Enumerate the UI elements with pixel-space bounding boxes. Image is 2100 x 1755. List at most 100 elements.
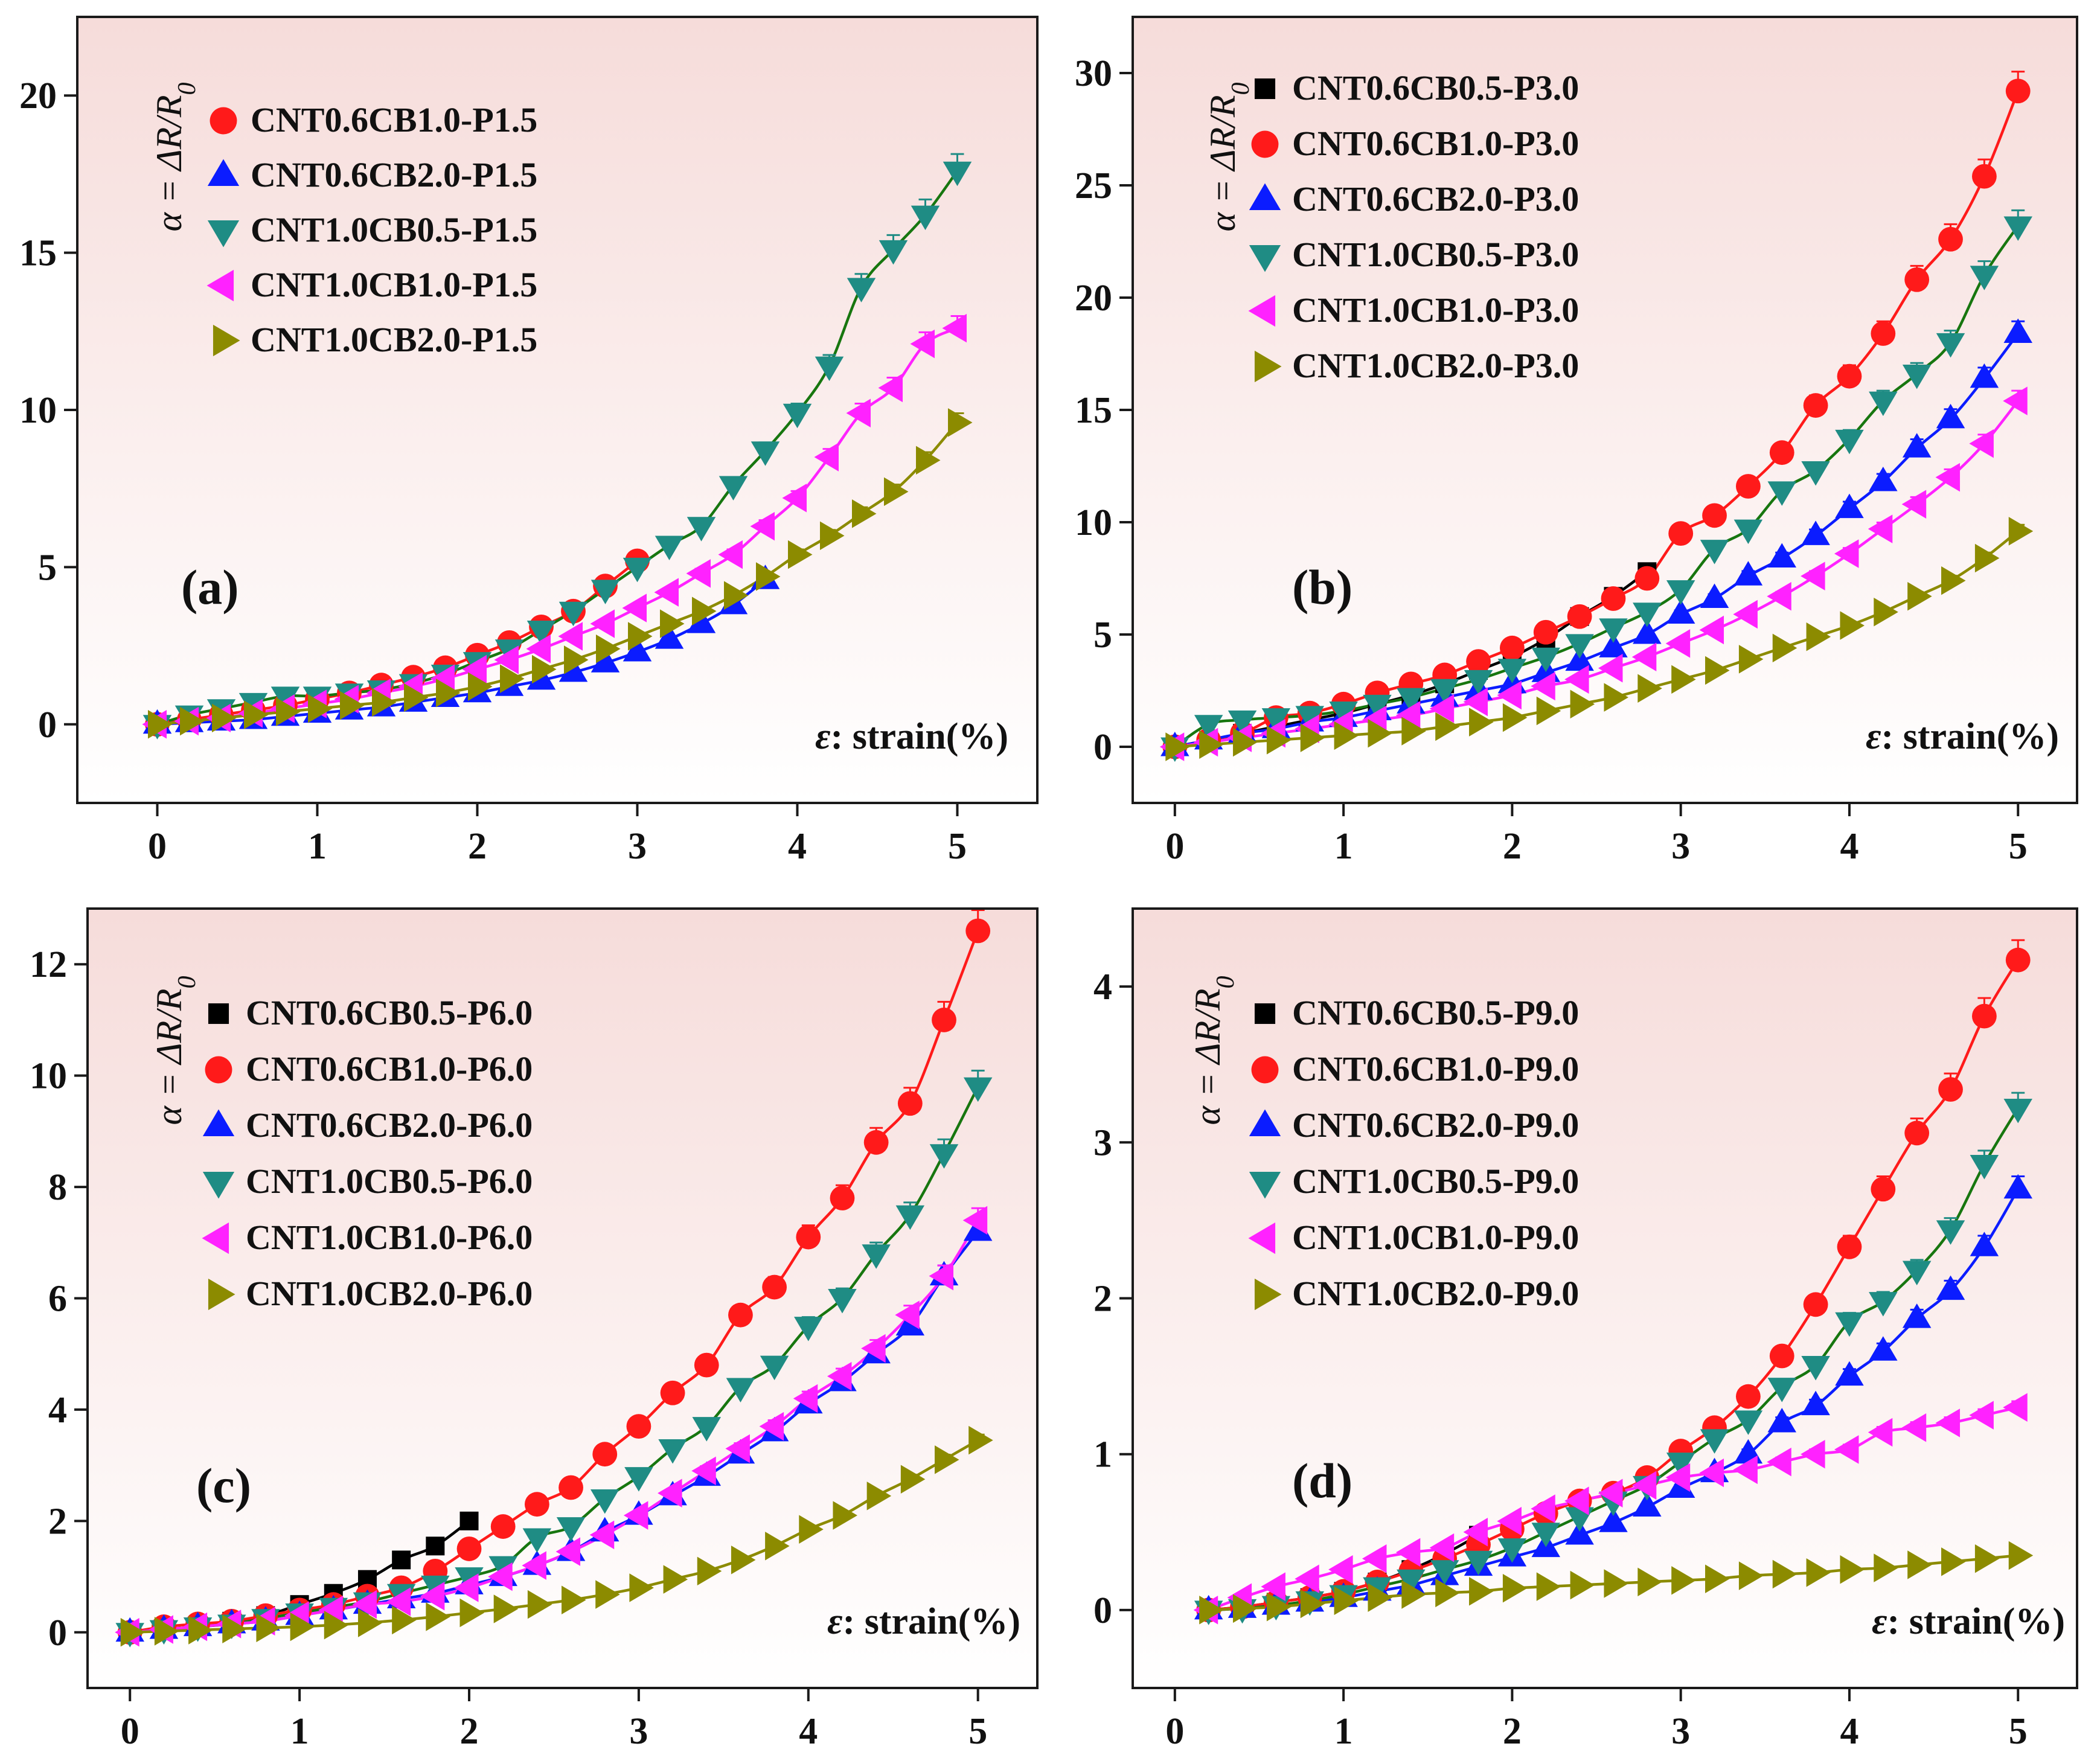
- legend-marker: [1254, 350, 1282, 383]
- legend-label: CNT1.0CB0.5-P3.0: [1292, 235, 1579, 274]
- data-point: [1329, 701, 1358, 726]
- data-point: [1837, 1234, 1862, 1259]
- data-point: [1295, 1564, 1319, 1594]
- data-point: [1599, 1507, 1628, 1532]
- legend: CNT0.6CB0.5-P6.0 CNT0.6CB1.0-P6.0 CNT0.6CB…: [202, 993, 533, 1313]
- data-point: [1300, 1589, 1325, 1619]
- data-point: [1199, 1596, 1224, 1625]
- data-point: [762, 1274, 787, 1300]
- data-point: [527, 1590, 552, 1619]
- legend-marker: [1249, 1171, 1281, 1199]
- legend-label: CNT1.0CB1.0-P9.0: [1292, 1218, 1579, 1257]
- data-point: [591, 580, 620, 604]
- legend-label: CNT1.0CB2.0-P3.0: [1292, 346, 1579, 385]
- legend-item: CNT1.0CB1.0-P6.0: [202, 1218, 533, 1257]
- data-point: [1869, 467, 1898, 491]
- data-point: [2008, 517, 2034, 546]
- data-point: [1599, 618, 1628, 643]
- data-point: [1469, 708, 1494, 737]
- data-point: [559, 1475, 583, 1500]
- data-point: [942, 313, 967, 343]
- data-point: [1767, 1378, 1796, 1402]
- data-point: [559, 601, 588, 627]
- data-point: [1806, 622, 1831, 651]
- data-point: [1604, 1569, 1628, 1598]
- data-point: [1564, 665, 1589, 694]
- data-point: [624, 1467, 653, 1492]
- legend-marker: [1248, 295, 1276, 327]
- data-point: [663, 1565, 688, 1594]
- data-point: [1801, 561, 1825, 591]
- series-3: [142, 153, 972, 740]
- data-point: [623, 1501, 648, 1530]
- data-point: [1598, 1478, 1623, 1507]
- data-point: [1801, 520, 1830, 545]
- data-point: [1733, 561, 1763, 586]
- data-point: [494, 645, 519, 674]
- legend-label: CNT1.0CB0.5-P9.0: [1292, 1162, 1579, 1201]
- data-point: [276, 697, 301, 726]
- legend-marker: [202, 1171, 235, 1199]
- data-point: [794, 1317, 823, 1341]
- data-point: [592, 1442, 618, 1467]
- data-point: [765, 1532, 790, 1561]
- x-tick-label: 3: [1671, 1711, 1690, 1752]
- x-tick-label: 2: [460, 1711, 479, 1752]
- y-tick-label: 4: [1093, 967, 1112, 1008]
- data-point: [468, 672, 493, 702]
- data-point: [1531, 1494, 1555, 1523]
- data-point: [1502, 1574, 1528, 1603]
- x-tick-label: 0: [148, 826, 167, 867]
- data-point: [1637, 674, 1662, 703]
- data-point: [404, 683, 429, 712]
- panel-a: 0 1 2 3 4 5 0 5 10 15 20 α = ΔR/R0 ε: strain(%) (a) CN…: [19, 16, 1039, 867]
- data-point: [2003, 1393, 2028, 1422]
- data-point: [1971, 164, 1997, 189]
- y-tick-label: 0: [38, 705, 57, 746]
- y-tick-label: 10: [30, 1056, 67, 1097]
- data-point: [1767, 1408, 1796, 1433]
- data-point: [719, 476, 748, 500]
- data-point: [1702, 503, 1727, 528]
- data-point: [1874, 598, 1898, 627]
- data-point: [1840, 1555, 1865, 1584]
- x-tick-label: 4: [1840, 826, 1858, 867]
- data-point: [1565, 634, 1594, 659]
- data-point: [687, 517, 716, 542]
- data-point: [1971, 1003, 1997, 1029]
- data-point: [655, 624, 684, 649]
- data-point: [1469, 1577, 1494, 1606]
- data-point: [935, 1445, 959, 1474]
- y-tick-label: 15: [19, 233, 57, 274]
- x-tick-label: 2: [1503, 826, 1522, 867]
- data-point: [2008, 1541, 2034, 1570]
- data-point: [815, 356, 844, 382]
- legend-label: CNT1.0CB0.5-P6.0: [246, 1162, 533, 1201]
- data-point: [1700, 583, 1729, 608]
- data-point: [1806, 1558, 1831, 1587]
- x-tick-label: 5: [968, 1711, 987, 1752]
- data-point: [590, 609, 615, 638]
- data-point: [1801, 1356, 1830, 1381]
- x-axis-label: ε: strain(%): [815, 716, 1008, 757]
- data-point: [318, 1596, 343, 1625]
- data-point: [386, 1587, 411, 1616]
- data-point: [1699, 615, 1724, 645]
- data-point: [724, 581, 749, 610]
- data-point: [1904, 1120, 1930, 1146]
- x-tick-label: 0: [121, 1711, 139, 1752]
- x-tick-label: 0: [1165, 826, 1184, 867]
- data-point: [861, 1334, 886, 1363]
- data-point: [814, 443, 839, 472]
- data-point: [271, 686, 300, 711]
- data-point: [830, 1186, 855, 1210]
- y-tick-label: 8: [48, 1167, 67, 1208]
- panel-label: (a): [181, 560, 239, 615]
- data-point: [687, 609, 716, 633]
- legend-marker: [208, 1278, 235, 1311]
- data-point: [1936, 1220, 1965, 1245]
- data-point: [2003, 1174, 2032, 1199]
- y-tick-label: 0: [1093, 1590, 1112, 1631]
- data-point: [1970, 1232, 1999, 1256]
- data-point: [590, 1489, 619, 1514]
